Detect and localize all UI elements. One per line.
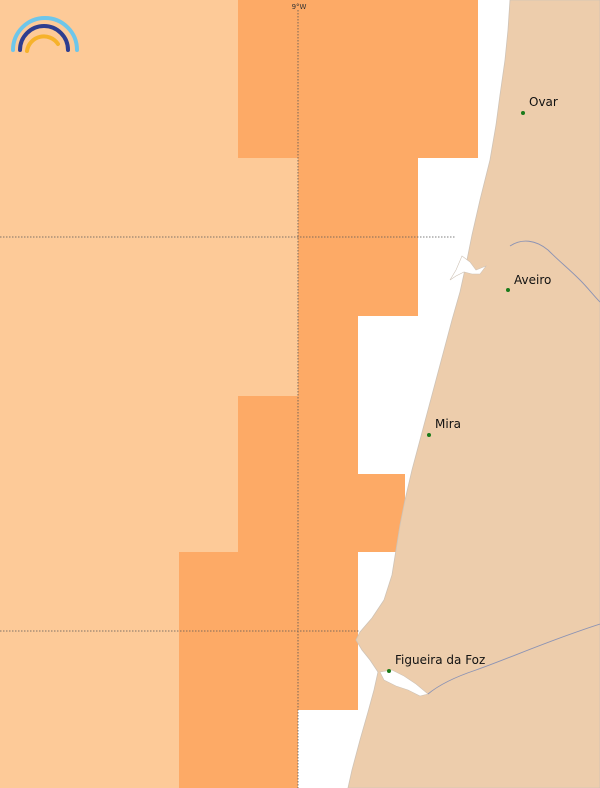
city-label: Ovar (529, 95, 558, 109)
city-label: Figueira da Foz (395, 653, 485, 667)
land-mass (347, 0, 600, 788)
meridian-label: 9°W (292, 3, 307, 11)
city-label: Aveiro (514, 273, 551, 287)
city-marker (387, 669, 391, 673)
city-figueira-da-foz[interactable]: Figueira da Foz (387, 653, 485, 673)
mondego-estuary (379, 669, 429, 697)
city-marker (506, 288, 510, 292)
city-mira[interactable]: Mira (427, 417, 461, 437)
zone-dark (179, 0, 478, 788)
city-marker (427, 433, 431, 437)
river-vouga (509, 240, 600, 303)
rainbow-arcs-logo (11, 16, 79, 53)
city-ovar[interactable]: Ovar (521, 95, 558, 115)
zone-light (0, 0, 298, 788)
city-label: Mira (435, 417, 461, 431)
city-marker (521, 111, 525, 115)
aveiro-lagoon (449, 255, 487, 281)
city-aveiro[interactable]: Aveiro (506, 273, 551, 292)
river-mondego (427, 623, 600, 695)
